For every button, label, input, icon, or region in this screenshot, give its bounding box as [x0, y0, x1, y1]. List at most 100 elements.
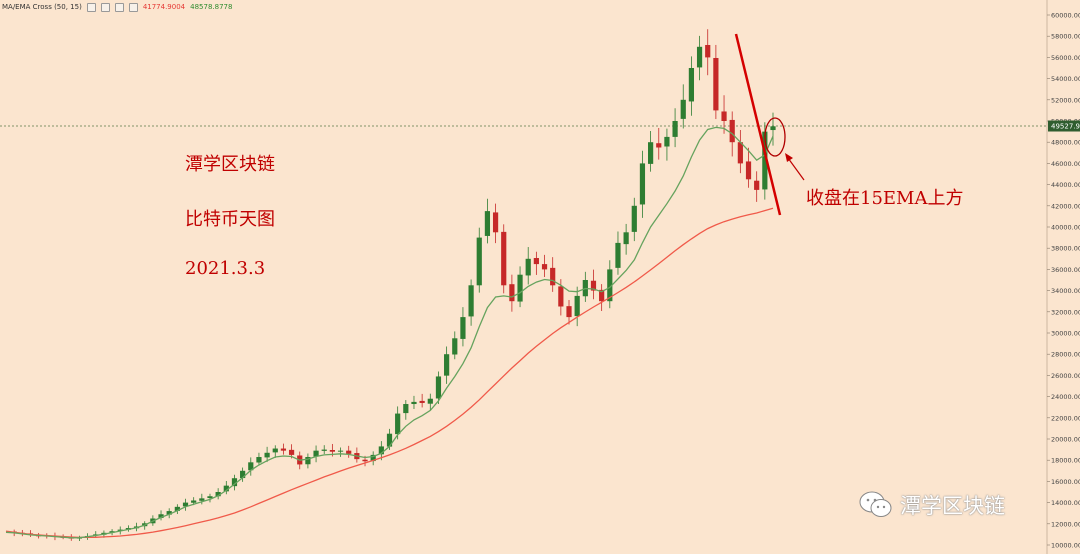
- candle-body: [541, 264, 548, 270]
- tick-label: 38000.00: [1051, 245, 1080, 253]
- candle-body: [223, 485, 229, 492]
- tick-label: 34000.00: [1051, 287, 1080, 295]
- candle-body: [737, 142, 743, 164]
- candle-body: [468, 285, 474, 317]
- candle-body: [745, 161, 752, 180]
- wechat-icon: [858, 490, 894, 520]
- candle-body: [713, 57, 719, 111]
- more-icon[interactable]: [128, 2, 138, 12]
- candle-body: [721, 111, 727, 121]
- candle-body: [770, 126, 776, 131]
- candle-body: [492, 212, 499, 233]
- candle-body: [117, 529, 123, 531]
- candle-body: [452, 338, 458, 355]
- price-tag: 49527.98: [1048, 120, 1080, 132]
- candle-body: [623, 232, 629, 245]
- candle-body: [280, 448, 287, 451]
- tick-label: 32000.00: [1051, 308, 1080, 316]
- candle-body: [199, 498, 205, 501]
- candle-body: [525, 258, 531, 276]
- candle-body: [288, 449, 295, 455]
- candle-body: [395, 413, 401, 435]
- candle-body: [182, 502, 189, 507]
- candle-body: [362, 459, 368, 462]
- candle-body: [631, 205, 637, 232]
- annotation-title: 潭学区块链: [185, 154, 275, 175]
- tick-label: 22000.00: [1051, 414, 1080, 422]
- candle-body: [272, 448, 278, 453]
- candle-body: [484, 211, 491, 236]
- candle-body: [517, 274, 523, 302]
- indicator-legend: MA/EMA Cross (50, 15) 41774.9004 48578.8…: [0, 0, 232, 14]
- candle-body: [509, 284, 515, 302]
- candle-body: [476, 237, 482, 286]
- highlight-circle: [764, 117, 786, 157]
- watermark: 潭学区块链: [858, 490, 1005, 520]
- tick-label: 16000.00: [1051, 478, 1080, 486]
- candle-body: [435, 376, 442, 399]
- candle-body: [248, 462, 254, 471]
- candle-body: [427, 398, 433, 404]
- candle-body: [231, 478, 238, 487]
- annotation-date: 2021.3.3: [185, 258, 266, 279]
- tick-label: 20000.00: [1051, 436, 1080, 444]
- visibility-toggle-icon[interactable]: [86, 2, 96, 12]
- candle-body: [705, 44, 711, 58]
- candle-body: [566, 306, 572, 318]
- tick-label: 42000.00: [1051, 202, 1080, 210]
- candle-body: [680, 99, 686, 119]
- candle-body: [240, 470, 246, 479]
- tick-label: 12000.00: [1051, 520, 1080, 528]
- tick-label: 58000.00: [1051, 33, 1080, 41]
- candle-body: [460, 317, 466, 339]
- tick-label: 18000.00: [1051, 457, 1080, 465]
- candle-body: [313, 450, 319, 457]
- candle-body: [419, 400, 425, 403]
- candle-body: [754, 180, 760, 190]
- candle-body: [615, 242, 621, 268]
- candle-body: [174, 506, 180, 511]
- candle-body: [264, 452, 270, 458]
- candle-body: [207, 496, 213, 499]
- price-axis[interactable]: 60000.00 58000.00 56000.00 54000.00 52000.00…: [1046, 0, 1080, 554]
- candle-body: [590, 280, 597, 291]
- tick-label: 54000.00: [1051, 75, 1080, 83]
- candles: [11, 29, 776, 542]
- downtrend-line: [734, 33, 782, 216]
- candle-body: [656, 143, 662, 148]
- settings-icon[interactable]: [100, 2, 110, 12]
- candle-body: [639, 163, 646, 205]
- tick-label: 56000.00: [1051, 54, 1080, 62]
- candle-body: [329, 450, 335, 452]
- callout-arrow: [787, 157, 805, 181]
- close-icon[interactable]: [114, 2, 124, 12]
- candle-body: [370, 454, 376, 462]
- candle-body: [762, 131, 768, 190]
- candle-body: [378, 446, 384, 455]
- candle-body: [574, 295, 580, 317]
- tick-label: 30000.00: [1051, 330, 1080, 338]
- candle-body: [688, 68, 695, 102]
- candle-body: [607, 269, 613, 302]
- candle-body: [444, 354, 450, 376]
- tick-label: 52000.00: [1051, 96, 1080, 104]
- ema-line: [5, 126, 774, 539]
- tick-label: 14000.00: [1051, 499, 1080, 507]
- callout-arrowhead: [785, 153, 793, 162]
- tick-label: 46000.00: [1051, 160, 1080, 168]
- candle-body: [558, 286, 564, 307]
- candle-body: [191, 500, 197, 503]
- tick-label: 36000.00: [1051, 266, 1080, 274]
- ema-value: 48578.8778: [190, 3, 233, 11]
- tick-label: 26000.00: [1051, 372, 1080, 380]
- candle-body: [696, 46, 703, 68]
- tick-label: 48000.00: [1051, 139, 1080, 147]
- annotation-subtitle: 比特币天图: [185, 209, 275, 230]
- candle-body: [648, 142, 654, 164]
- candle-body: [305, 457, 311, 465]
- candle-body: [664, 136, 670, 147]
- candle-body: [599, 289, 605, 302]
- ma-line: [5, 207, 774, 539]
- indicator-name: MA/EMA Cross (50, 15): [2, 3, 82, 11]
